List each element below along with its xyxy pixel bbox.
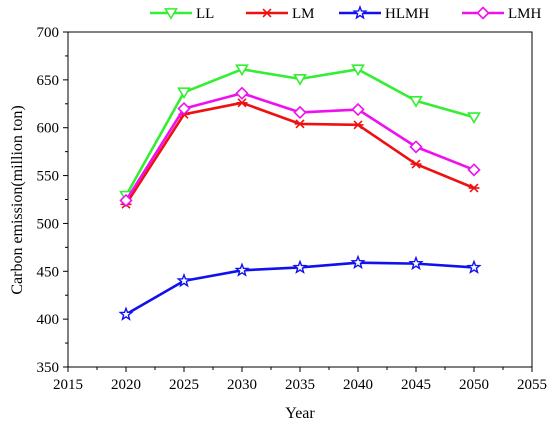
legend-item-ll: LL bbox=[150, 6, 214, 22]
y-tick-label: 700 bbox=[37, 25, 60, 41]
data-point-lmh bbox=[351, 102, 365, 117]
data-point-lm bbox=[410, 159, 422, 169]
x-tick-label: 2040 bbox=[343, 377, 373, 393]
legend-item-lmh: LMH bbox=[462, 6, 542, 22]
data-point-lm bbox=[352, 120, 364, 130]
data-point-lmh bbox=[177, 101, 191, 116]
data-point-ll bbox=[409, 95, 423, 108]
legend-label: LMH bbox=[508, 6, 542, 22]
data-point-hlmh bbox=[176, 272, 192, 288]
legend-label: LM bbox=[292, 6, 315, 22]
data-point-ll bbox=[293, 73, 307, 86]
data-point-lmh bbox=[293, 105, 307, 120]
data-point-lmh bbox=[119, 193, 133, 208]
data-point-lm bbox=[294, 119, 306, 129]
x-tick-label: 2020 bbox=[111, 377, 141, 393]
y-tick-label: 350 bbox=[37, 360, 60, 376]
star-icon bbox=[352, 5, 368, 20]
legend-item-hlmh: HLMH bbox=[339, 5, 429, 22]
data-point-lmh bbox=[409, 140, 423, 154]
data-point-ll bbox=[467, 112, 481, 124]
data-point-ll bbox=[235, 64, 249, 77]
series-layer bbox=[118, 64, 482, 321]
x-tick-label: 2025 bbox=[169, 377, 199, 393]
x-tick-labels: 2015 2020 2025 2030 2035 2040 2045 2050 2055 bbox=[53, 377, 547, 393]
series-ll bbox=[119, 64, 481, 203]
x-tick-label: 2045 bbox=[401, 377, 431, 393]
axis-ticks bbox=[63, 31, 533, 372]
data-point-lmh bbox=[235, 86, 249, 100]
x-axis-label: Year bbox=[285, 405, 315, 422]
data-point-hlmh bbox=[118, 306, 134, 321]
x-tick-label: 2035 bbox=[285, 377, 315, 393]
legend-label: HLMH bbox=[385, 6, 429, 22]
data-point-hlmh bbox=[292, 259, 308, 274]
triangle-down-icon bbox=[164, 8, 178, 20]
series-hlmh bbox=[118, 254, 482, 321]
y-tick-label: 600 bbox=[37, 121, 60, 137]
data-point-lm bbox=[236, 98, 248, 108]
data-point-ll bbox=[177, 87, 191, 100]
y-tick-label: 450 bbox=[37, 264, 60, 280]
diamond-icon bbox=[476, 6, 490, 20]
series-lmh bbox=[119, 86, 481, 208]
data-point-hlmh bbox=[350, 254, 366, 270]
legend-item-lm: LM bbox=[246, 6, 315, 22]
data-point-ll bbox=[351, 64, 365, 77]
y-axis-label: Carbon emission(million ton) bbox=[9, 105, 26, 294]
legend: LL LM HLMH LMH bbox=[150, 5, 542, 22]
x-tick-label: 2030 bbox=[227, 377, 257, 393]
data-point-hlmh bbox=[466, 259, 482, 274]
y-tick-label: 650 bbox=[37, 73, 60, 89]
legend-label: LL bbox=[196, 6, 214, 22]
y-tick-label: 500 bbox=[37, 216, 60, 232]
y-tick-labels: 350 400 450 500 550 600 650 700 bbox=[37, 25, 60, 376]
y-tick-label: 550 bbox=[37, 169, 60, 185]
x-tick-label: 2050 bbox=[459, 377, 489, 393]
y-tick-label: 400 bbox=[37, 312, 60, 328]
data-point-hlmh bbox=[234, 262, 250, 277]
x-tick-label: 2055 bbox=[517, 377, 547, 393]
data-point-lm bbox=[468, 183, 480, 193]
asterisk-icon bbox=[261, 8, 273, 18]
data-point-lmh bbox=[467, 163, 481, 177]
x-tick-label: 2015 bbox=[53, 377, 83, 393]
data-point-hlmh bbox=[408, 255, 424, 271]
